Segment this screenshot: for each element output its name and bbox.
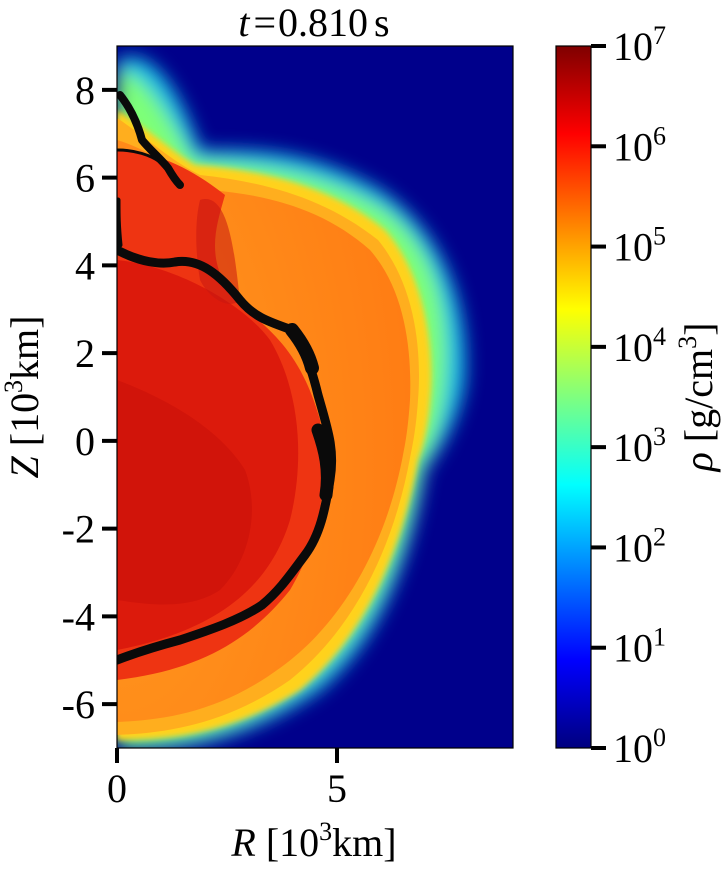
colorbar-tick-label: 100 xyxy=(613,723,666,771)
y-tick-label: 2 xyxy=(75,331,95,376)
colorbar-tick-label: 103 xyxy=(613,422,666,470)
colorbar-tick-label: 106 xyxy=(613,121,666,169)
y-tick-label: 4 xyxy=(75,243,95,288)
x-tick-label: 5 xyxy=(327,766,347,811)
y-tick-label: 8 xyxy=(75,68,95,113)
plot-title: t =0.810 s xyxy=(238,0,389,45)
plot-frame xyxy=(116,45,514,749)
x-axis-title: R [103km] xyxy=(230,817,396,865)
y-tick-label: -2 xyxy=(62,507,95,552)
y-tick-label: 6 xyxy=(75,156,95,201)
y-tick-label: 0 xyxy=(75,419,95,464)
x-tick-label: 0 xyxy=(107,766,127,811)
front-contour xyxy=(117,91,337,665)
y-tick-label: -6 xyxy=(62,682,95,727)
colorbar-tick-label: 102 xyxy=(613,522,666,570)
y-axis-title: Z[103km] xyxy=(0,315,47,478)
colorbar-tick-label: 105 xyxy=(613,222,666,270)
colorbar-tick-label: 107 xyxy=(613,21,666,69)
y-axis-ticks: 8 6 4 2 0 -2 -4 -6 xyxy=(62,68,117,727)
colorbar-ticks: 107 106 105 104 103 102 101 100 xyxy=(591,21,666,771)
colorbar-title: ρ[g/cm3] xyxy=(673,323,721,474)
density-field xyxy=(117,46,513,748)
colorbar-tick-label: 104 xyxy=(613,322,666,370)
colorbar-tick-label: 101 xyxy=(613,623,666,671)
colorbar xyxy=(555,45,592,749)
y-tick-label: -4 xyxy=(62,594,95,639)
